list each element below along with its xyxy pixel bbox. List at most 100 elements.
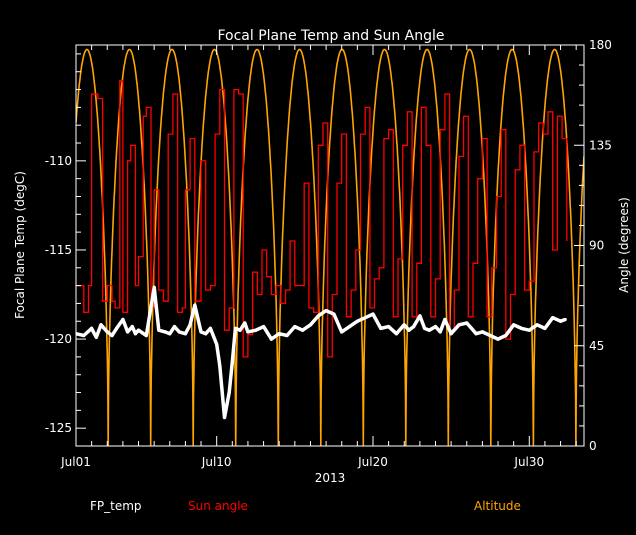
fp-temp-point (183, 332, 187, 336)
y-left-tick-label: -125 (45, 421, 72, 435)
fp-temp-point (402, 323, 406, 327)
y-right-tick-label: 90 (589, 239, 604, 253)
fp-temp-point (215, 342, 219, 346)
y-right-tick-label: 180 (589, 38, 612, 52)
fp-temp-point (423, 326, 427, 330)
fp-temp-point (230, 360, 234, 364)
fp-temp-point (121, 317, 125, 322)
fp-temp-point (172, 325, 177, 329)
legend-label: FP_temp (90, 499, 142, 513)
fp-temp-point (144, 333, 148, 338)
fp-temp-point (301, 328, 305, 332)
fp-temp-point (115, 326, 119, 330)
y-right-tick-label: 135 (589, 138, 612, 152)
fp-temp-point (480, 330, 484, 334)
fp-temp-point (512, 323, 516, 327)
fp-temp-point (449, 332, 453, 336)
altitude-line (76, 48, 584, 446)
fp-temp-point (443, 317, 447, 322)
fp-temp-point (412, 325, 416, 329)
legend-label: Sun angle (188, 499, 248, 513)
fp-temp-point (94, 335, 98, 339)
fp-temp-point (233, 326, 237, 330)
fp-temp-point (559, 319, 563, 323)
plot-area (76, 48, 584, 446)
fp-temp-point (130, 325, 134, 329)
fp-temp-point (152, 285, 156, 289)
fp-temp-point (418, 314, 422, 318)
fp-temp-point (218, 364, 222, 368)
fp-temp-point (438, 330, 442, 334)
fp-temp-point (82, 333, 86, 338)
y-axis-right-label: Angle (degrees) (617, 197, 631, 293)
fp-temp-point (99, 323, 103, 327)
fp-temp-point (496, 337, 500, 341)
fp-temp-point (243, 321, 247, 325)
chart-title: Focal Plane Temp and Sun Angle (217, 28, 444, 44)
fp-temp-point (222, 415, 227, 420)
fp-temp-point (427, 328, 431, 332)
fp-temp-point (90, 326, 94, 330)
fp-temp-point (126, 330, 130, 334)
fp-temp-point (163, 330, 167, 334)
fp-temp-point (340, 330, 344, 334)
fp-temp-point (110, 333, 114, 338)
x-axis-label: 2013 (315, 471, 346, 485)
fp-temp-point (227, 390, 231, 395)
fp-temp-point (332, 312, 336, 316)
fp-temp-point (308, 323, 313, 327)
fp-temp-point (149, 305, 153, 309)
fp-temp-point (457, 323, 461, 327)
fp-temp-point (394, 332, 398, 336)
fp-temp-point (293, 325, 297, 329)
x-tick-label: Jul30 (513, 455, 544, 469)
fp-temp-point (269, 337, 273, 341)
fp-temp-point (246, 330, 250, 334)
y-left-tick-label: -110 (45, 154, 72, 168)
fp-temp-point (371, 312, 375, 316)
y-right-tick-label: 0 (589, 439, 597, 453)
fp-temp-point (363, 316, 367, 320)
x-tick-label: Jul01 (60, 455, 91, 469)
fp-temp-point (551, 316, 555, 320)
fp-temp-point (277, 332, 281, 336)
fp-temp-point (469, 326, 474, 330)
fp-temp-point (208, 326, 212, 330)
fp-temp-point (316, 314, 320, 318)
fp-temp-point (136, 328, 141, 332)
fp-temp-point (254, 328, 258, 332)
fp-temp-point (433, 325, 438, 329)
fp-temp-point (105, 330, 109, 334)
fp-temp-point (324, 309, 328, 313)
y-axis-left-label: Focal Plane Temp (degC) (13, 171, 27, 319)
fp-temp-point (527, 328, 531, 332)
series-group (76, 48, 584, 446)
fp-temp-point (543, 326, 547, 330)
y-right-tick-label: 45 (589, 339, 604, 353)
fp-temp-point (465, 321, 469, 325)
fp-temp-point (262, 325, 266, 329)
fp-temp-point (133, 332, 137, 336)
fp-temp-point (177, 330, 181, 334)
fp-temp-point (347, 325, 352, 329)
x-tick-label: Jul20 (357, 455, 388, 469)
fp-temp-point (387, 325, 391, 329)
fp-temp-point (474, 332, 478, 336)
fp-temp-point (504, 333, 508, 338)
fp-temp-point (379, 326, 383, 330)
fp-temp-point (355, 319, 359, 323)
y-left-tick-label: -120 (45, 332, 72, 346)
fp-temp-point (199, 330, 203, 334)
fp-temp-point (535, 323, 539, 327)
fp-temp-point (168, 332, 172, 336)
fp-temp-point (563, 317, 567, 322)
fp-temp-point (238, 328, 242, 332)
fp-temp-point (188, 323, 192, 327)
axes: Jul01 Jul10 Jul20 Jul30 -110 -115 -120 -125 0 45 9… (45, 38, 612, 469)
fp-temp-point (488, 333, 492, 338)
fp-temp-point (519, 326, 524, 330)
x-tick-label: Jul10 (201, 455, 232, 469)
y-left-tick-label: -115 (45, 243, 72, 257)
fp-temp-point (407, 328, 411, 332)
